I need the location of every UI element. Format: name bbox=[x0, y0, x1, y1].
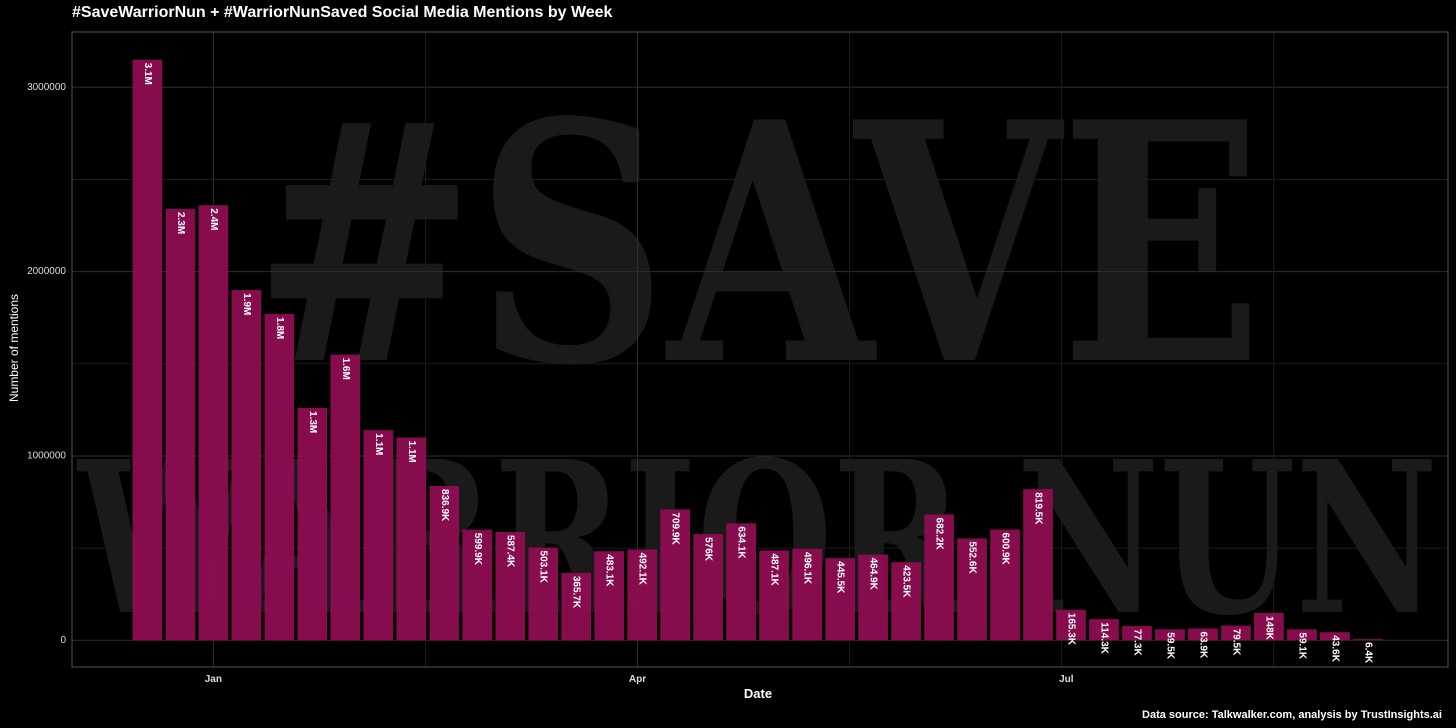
bar-value-label: 365.7K bbox=[571, 576, 582, 609]
bar-value-label: 634.1K bbox=[736, 526, 747, 559]
data-labels: 3.1M 2.3M 2.4M 1.9M 1.8M 1.3M 1.6M 1.1M 1.1M 836.… bbox=[142, 63, 1373, 664]
x-tick-label: Jan bbox=[205, 674, 222, 685]
bar-value-label: 576K bbox=[703, 537, 714, 562]
x-tick-label: Jul bbox=[1059, 674, 1074, 685]
watermark-line-1: #SAVE bbox=[253, 50, 1263, 438]
bar-value-label: 709.9K bbox=[670, 512, 681, 545]
bar-value-label: 492.1K bbox=[637, 553, 648, 586]
bar-value-label: 43.6K bbox=[1329, 635, 1340, 662]
bar bbox=[330, 354, 361, 641]
bar-value-label: 2.3M bbox=[175, 212, 186, 234]
x-tick-label: Apr bbox=[629, 674, 646, 685]
bar bbox=[990, 529, 1020, 641]
bar bbox=[594, 551, 625, 641]
bar-value-label: 682.2K bbox=[934, 518, 945, 551]
x-axis-ticks: Jan Apr Jul bbox=[205, 674, 1074, 685]
bar bbox=[693, 534, 724, 641]
bar-value-label: 114.3K bbox=[1099, 622, 1110, 654]
bar bbox=[528, 547, 559, 641]
bar bbox=[231, 290, 262, 641]
bar bbox=[1320, 632, 1350, 641]
bar-value-label: 1.6M bbox=[340, 358, 351, 380]
bar bbox=[759, 550, 789, 641]
y-tick-label: 1000000 bbox=[27, 450, 66, 461]
bar bbox=[924, 514, 954, 641]
bar-value-label: 6.4K bbox=[1362, 642, 1373, 664]
bar bbox=[726, 523, 756, 641]
bar bbox=[396, 437, 427, 641]
y-axis-ticks: 0 1000000 2000000 3000000 bbox=[27, 82, 66, 646]
y-tick-label: 3000000 bbox=[27, 82, 66, 93]
y-tick-label: 2000000 bbox=[27, 266, 66, 277]
bar bbox=[1122, 626, 1152, 641]
bar bbox=[660, 509, 691, 641]
bar bbox=[1155, 629, 1185, 641]
chart-title: #SaveWarriorNun + #WarriorNunSaved Socia… bbox=[72, 4, 613, 21]
bar-value-label: 79.5K bbox=[1230, 629, 1241, 656]
bar-value-label: 77.3K bbox=[1131, 629, 1142, 656]
bar-value-label: 1.9M bbox=[241, 293, 252, 315]
bar-value-label: 600.9K bbox=[1000, 533, 1011, 566]
bar bbox=[957, 538, 987, 641]
bar bbox=[891, 562, 921, 641]
bar-value-label: 445.5K bbox=[835, 561, 846, 594]
bar bbox=[1221, 625, 1251, 641]
bar bbox=[297, 408, 328, 641]
bar bbox=[1353, 639, 1383, 641]
bar-value-label: 483.1K bbox=[604, 554, 615, 587]
x-axis-label: Date bbox=[743, 686, 773, 701]
bar-value-label: 148K bbox=[1263, 616, 1274, 641]
bar-value-label: 1.1M bbox=[373, 433, 384, 455]
bar-value-label: 1.3M bbox=[307, 411, 318, 433]
bar bbox=[1254, 612, 1284, 641]
bar-value-label: 487.1K bbox=[769, 553, 780, 586]
bar bbox=[264, 314, 295, 641]
bar-value-label: 423.5K bbox=[901, 565, 912, 598]
bar-value-label: 1.8M bbox=[274, 317, 285, 339]
bars bbox=[132, 59, 1383, 641]
caption: Data source: Talkwalker.com, analysis by… bbox=[1142, 709, 1442, 721]
bar-value-label: 552.6K bbox=[967, 541, 978, 574]
plot-border bbox=[71, 31, 1449, 668]
bar-value-label: 496.1K bbox=[802, 552, 813, 585]
bar-value-label: 3.1M bbox=[142, 63, 153, 85]
bar bbox=[1287, 629, 1317, 641]
bar bbox=[198, 205, 229, 641]
bar-value-label: 587.4K bbox=[505, 535, 516, 568]
bar bbox=[627, 549, 658, 641]
bar-value-label: 819.5K bbox=[1033, 492, 1044, 525]
bar-value-label: 599.9K bbox=[472, 533, 483, 566]
bar-value-label: 503.1K bbox=[538, 551, 549, 584]
bar bbox=[1188, 628, 1218, 641]
bar bbox=[462, 529, 493, 641]
bar bbox=[561, 572, 592, 641]
bar bbox=[429, 486, 460, 641]
bar bbox=[1056, 609, 1086, 641]
y-axis-label: Number of mentions bbox=[7, 293, 21, 403]
bar bbox=[132, 59, 163, 641]
bar bbox=[165, 208, 196, 641]
bar-value-label: 464.9K bbox=[868, 558, 879, 591]
bar bbox=[363, 430, 394, 641]
bar bbox=[858, 554, 888, 641]
bar-value-label: 165.3K bbox=[1066, 613, 1077, 646]
bar bbox=[825, 558, 855, 641]
y-tick-label: 0 bbox=[60, 635, 66, 646]
bar bbox=[1089, 619, 1119, 641]
bar-value-label: 836.9K bbox=[439, 489, 450, 522]
bar-value-label: 59.5K bbox=[1164, 632, 1175, 659]
bar bbox=[495, 532, 526, 641]
bar-value-label: 2.4M bbox=[208, 208, 219, 230]
bar-value-label: 1.1M bbox=[406, 441, 417, 463]
bar bbox=[792, 548, 822, 641]
bar bbox=[1023, 489, 1053, 641]
bar-value-label: 59.1K bbox=[1296, 632, 1307, 659]
bar-value-label: 63.9K bbox=[1197, 631, 1208, 658]
